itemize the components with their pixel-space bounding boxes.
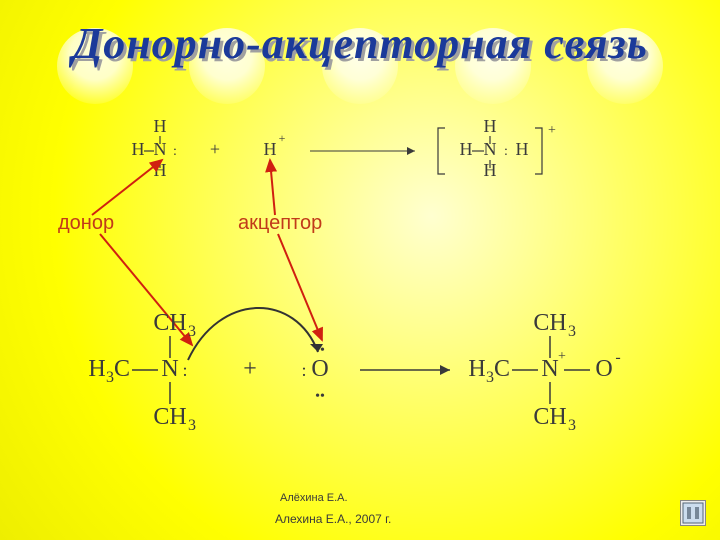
- svg-text:H: H: [460, 139, 473, 159]
- svg-text:H: H: [484, 116, 497, 136]
- svg-text:H: H: [132, 139, 145, 159]
- author-credit-1: Алёхина Е.А.: [280, 492, 348, 504]
- svg-text:+: +: [548, 123, 556, 138]
- reaction-1: N H H H : + H + N H H H : H +: [120, 110, 660, 190]
- svg-text:+: +: [210, 139, 220, 159]
- svg-text:H: H: [468, 356, 485, 382]
- title-text: Донорно-акцепторная связь: [72, 19, 648, 68]
- svg-text:C: C: [494, 356, 510, 382]
- svg-text:CH: CH: [533, 310, 566, 336]
- svg-text:3: 3: [568, 323, 576, 340]
- svg-text:3: 3: [568, 417, 576, 434]
- svg-text:H: H: [516, 139, 529, 159]
- svg-text:+: +: [279, 131, 286, 145]
- svg-text:3: 3: [486, 369, 494, 386]
- svg-text:H: H: [88, 356, 105, 382]
- svg-text:O: O: [595, 356, 612, 382]
- svg-text:H: H: [264, 139, 277, 159]
- svg-text::: :: [173, 144, 177, 159]
- svg-text:O: O: [311, 356, 328, 382]
- svg-text:N: N: [161, 356, 178, 382]
- svg-text::: :: [182, 360, 187, 380]
- svg-text:+: +: [243, 356, 257, 382]
- svg-text:CH: CH: [153, 404, 186, 430]
- acceptor-label: акцептор: [238, 212, 322, 235]
- background-gradient: [0, 0, 720, 540]
- page-title: Донорно-акцепторная связь: [0, 18, 720, 69]
- svg-text:3: 3: [188, 417, 196, 434]
- svg-text::: :: [301, 360, 306, 380]
- svg-text:C: C: [114, 356, 130, 382]
- svg-text:N: N: [541, 356, 558, 382]
- svg-text:CH: CH: [153, 310, 186, 336]
- svg-text::: :: [504, 144, 508, 159]
- svg-text:••: ••: [315, 389, 325, 404]
- author-credit-2: Алехина Е.А., 2007 г.: [275, 512, 391, 526]
- reaction-2: H 3 C N : CH 3 CH 3 + O •• •• : H 3 C N …: [70, 300, 680, 440]
- corner-icon: [680, 500, 706, 526]
- svg-text:3: 3: [188, 323, 196, 340]
- svg-text:3: 3: [106, 369, 114, 386]
- svg-text:H: H: [154, 116, 167, 136]
- svg-text:-: -: [615, 349, 620, 366]
- svg-text:CH: CH: [533, 404, 566, 430]
- svg-text:+: +: [558, 349, 566, 364]
- donor-label: донор: [58, 212, 114, 235]
